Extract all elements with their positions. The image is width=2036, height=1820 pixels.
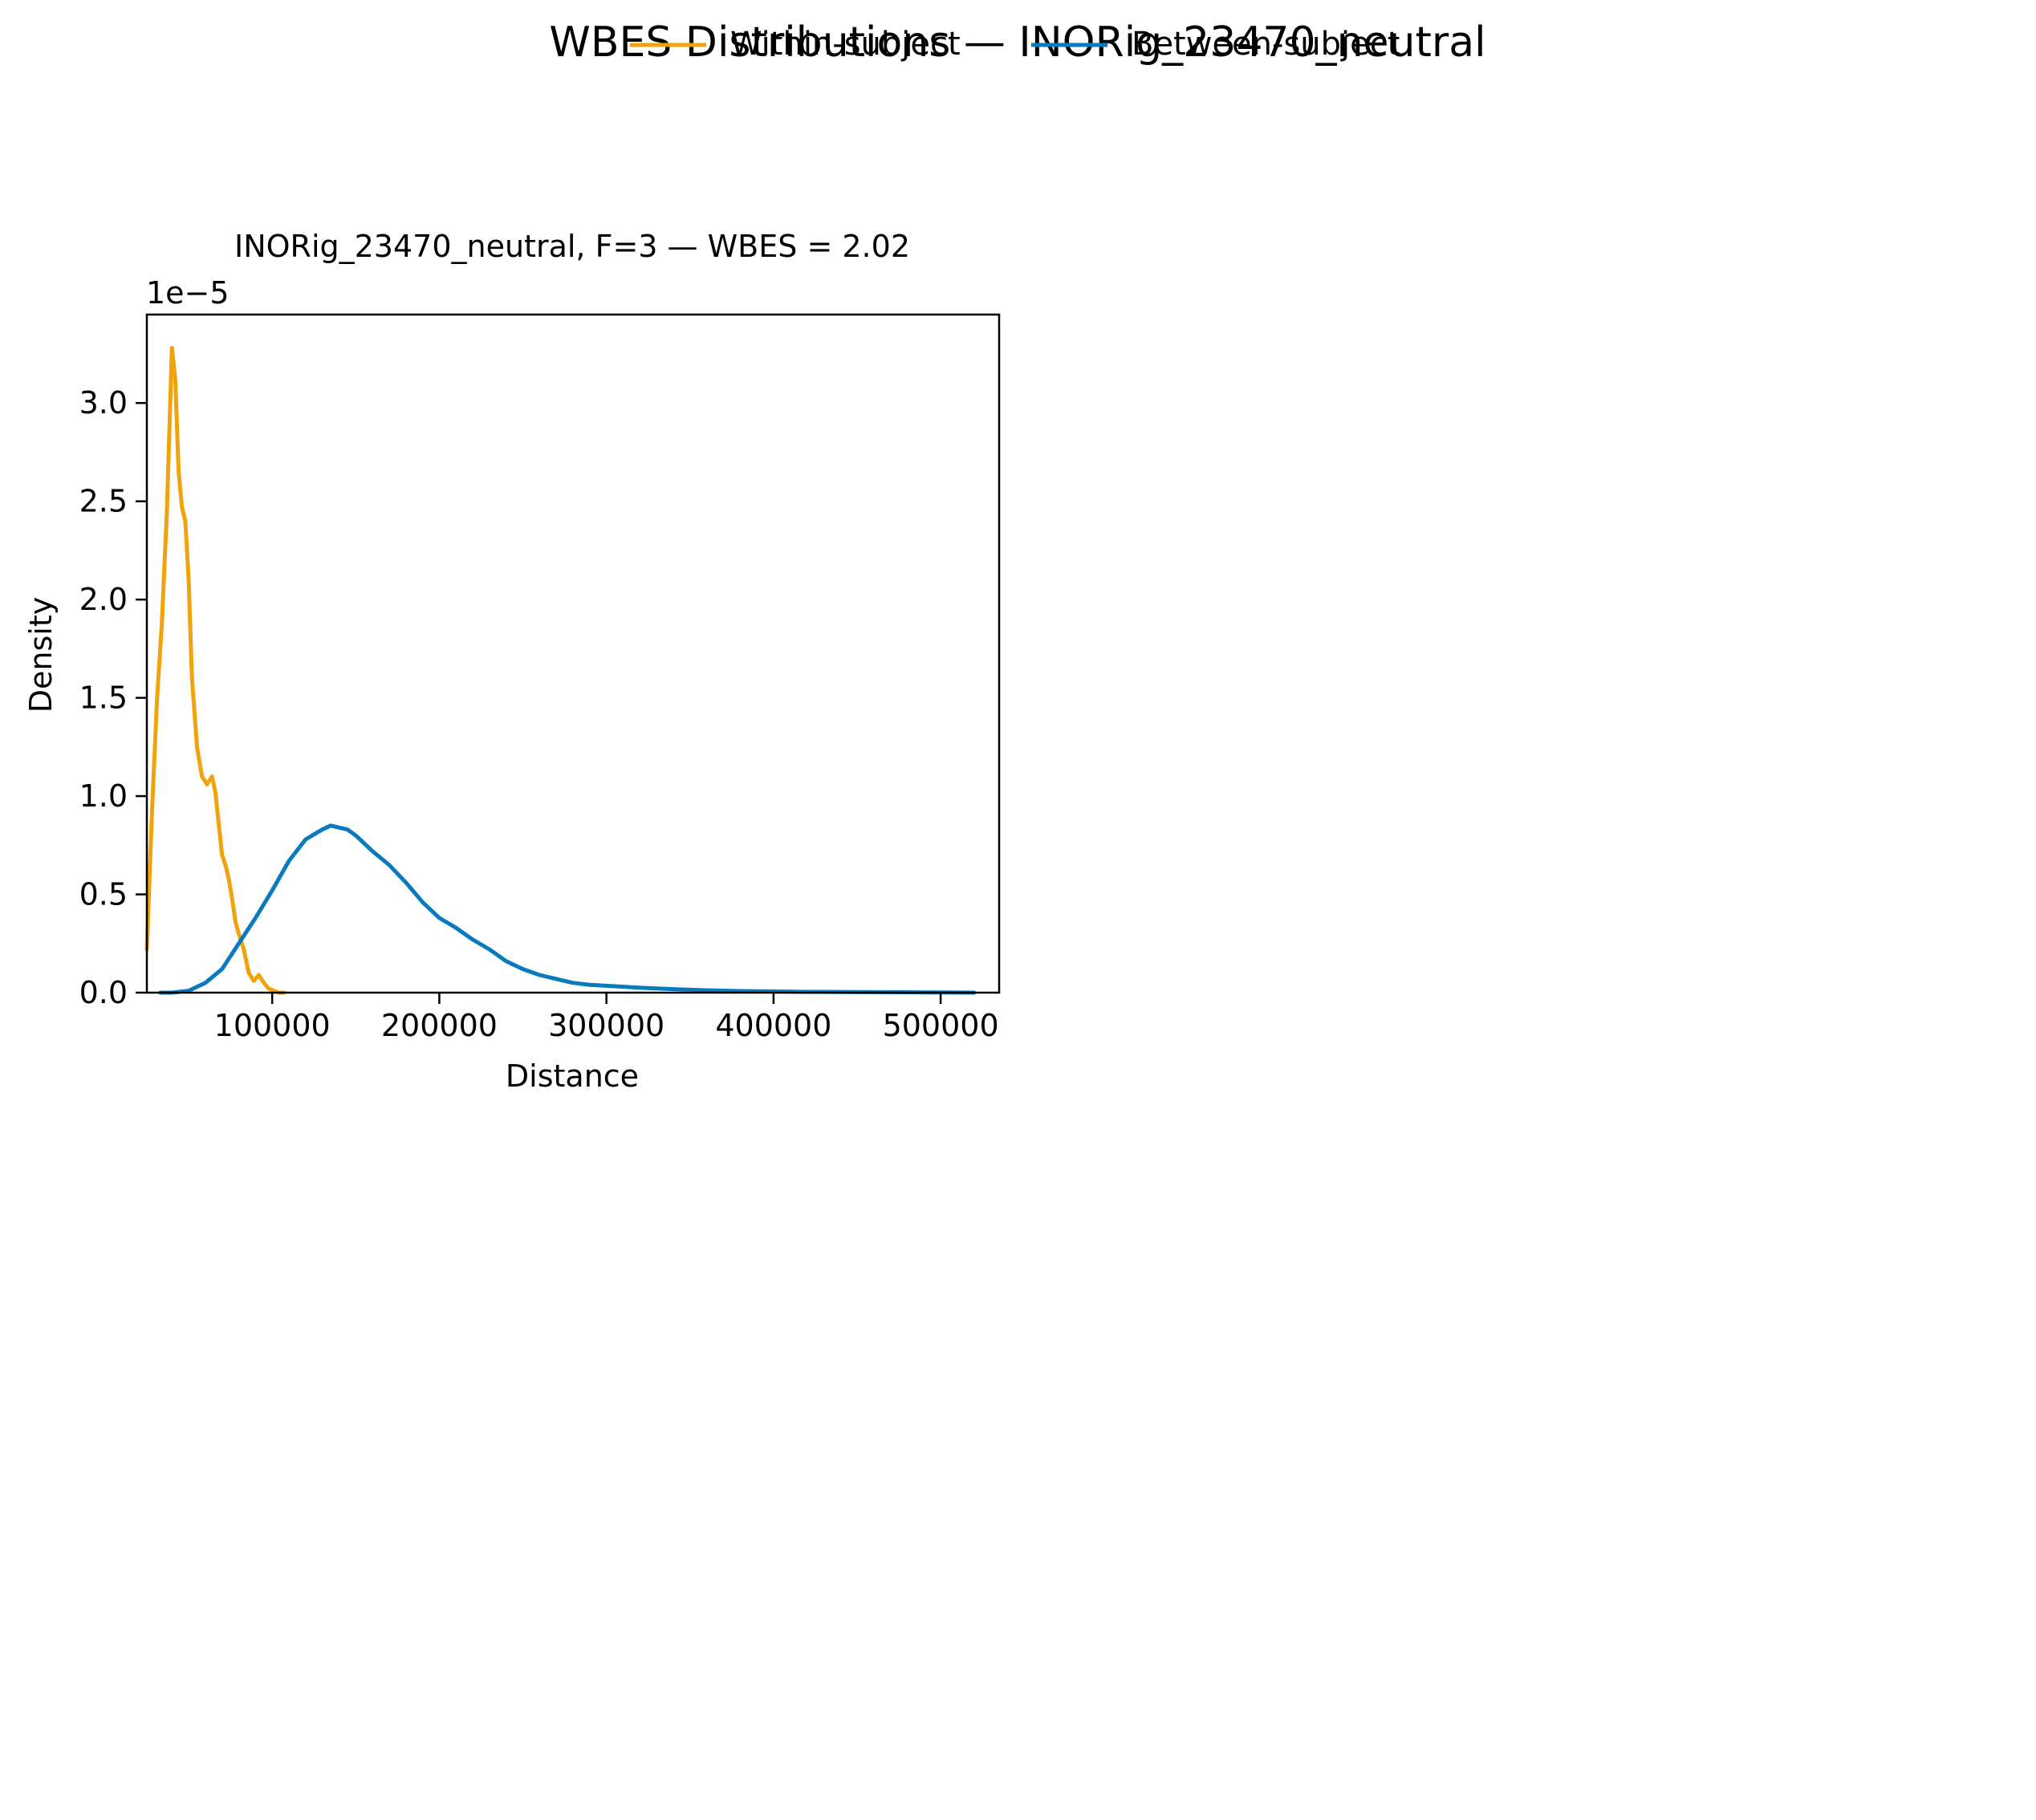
legend-within-label: Within-subject: [730, 26, 961, 63]
x-axis-ticks: 100000 200000 300000 400000 500000: [214, 993, 999, 1043]
y-axis-ticks: 0.0 0.5 1.0 1.5 2.0 2.5 3.0: [79, 385, 147, 1010]
x-tick-label: 400000: [715, 1008, 831, 1043]
series-line-within-subject: [144, 346, 287, 995]
series-line-between-subject: [158, 823, 977, 995]
y-offset-label: 1e−5: [146, 275, 230, 311]
y-tick-label: 0.5: [79, 877, 128, 912]
x-tick-label: 300000: [548, 1008, 664, 1043]
x-tick-label: 100000: [214, 1008, 331, 1043]
x-tick-label: 500000: [883, 1008, 999, 1043]
legend-between-label: Between-subject: [1132, 26, 1400, 63]
y-tick-label: 3.0: [79, 385, 128, 420]
series-layer: [144, 346, 977, 995]
axes-frame: [145, 313, 1001, 994]
suptitle: WBES Distributions — INORig_23470_neutra…: [549, 18, 1485, 67]
x-tick-label: 200000: [381, 1008, 498, 1043]
x-axis-label: Distance: [506, 1058, 639, 1094]
y-tick-label: 2.5: [79, 484, 128, 519]
axes-title: INORig_23470_neutral, F=3 — WBES = 2.02: [234, 229, 910, 264]
y-tick-label: 1.0: [79, 778, 128, 814]
y-tick-label: 0.0: [79, 975, 128, 1010]
y-tick-label: 2.0: [79, 582, 128, 617]
legend: Within-subject Between-subject: [630, 26, 1400, 63]
y-axis-label: Density: [23, 597, 59, 713]
y-tick-label: 1.5: [79, 680, 128, 716]
